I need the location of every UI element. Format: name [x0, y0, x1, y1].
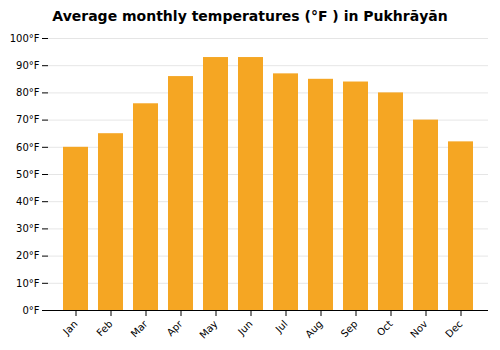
svg-text:Sep: Sep	[339, 318, 360, 339]
svg-text:Jun: Jun	[235, 318, 255, 338]
svg-text:Oct: Oct	[375, 318, 395, 338]
svg-text:60°F: 60°F	[16, 142, 40, 153]
svg-text:0°F: 0°F	[22, 305, 39, 316]
svg-text:Apr: Apr	[165, 318, 186, 339]
svg-text:30°F: 30°F	[16, 223, 40, 234]
svg-text:Mar: Mar	[129, 318, 151, 340]
svg-text:May: May	[197, 318, 219, 340]
svg-text:100°F: 100°F	[10, 33, 40, 44]
svg-text:50°F: 50°F	[16, 169, 40, 180]
svg-text:Nov: Nov	[408, 318, 430, 340]
svg-text:Jul: Jul	[273, 318, 290, 335]
html-text:Average monthly temperatures (: Average monthly temperatures (°F ) in Pu…	[52, 8, 448, 24]
svg-text:Dec: Dec	[443, 318, 464, 339]
svg-text:90°F: 90°F	[16, 60, 40, 71]
svg-text:80°F: 80°F	[16, 87, 40, 98]
svg-text:20°F: 20°F	[16, 250, 40, 261]
svg-text:40°F: 40°F	[16, 196, 40, 207]
svg-text:Feb: Feb	[94, 318, 114, 338]
svg-text:10°F: 10°F	[16, 278, 40, 289]
svg-text:Jan: Jan	[60, 318, 79, 337]
svg-text:Aug: Aug	[303, 318, 325, 340]
svg-text:70°F: 70°F	[16, 114, 40, 125]
